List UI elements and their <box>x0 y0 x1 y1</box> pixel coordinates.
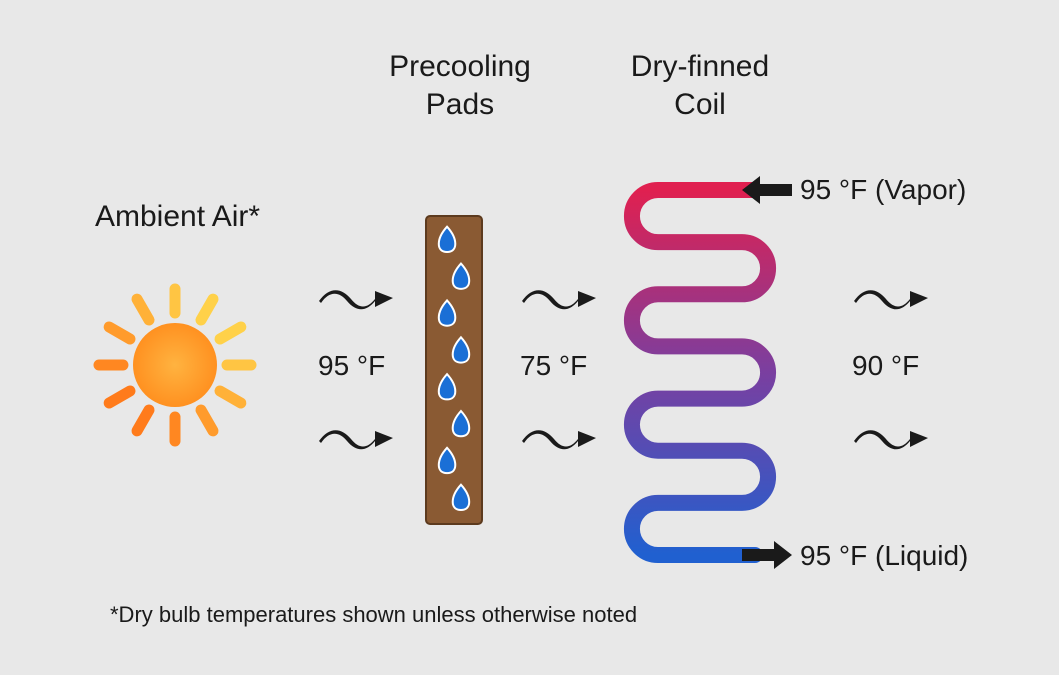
temp-stage3-text: 90 °F <box>852 350 919 381</box>
diagram-canvas: PrecoolingPads Dry-finnedCoil Ambient Ai… <box>0 0 1059 675</box>
footnote-text: *Dry bulb temperatures shown unless othe… <box>110 602 637 627</box>
vapor-label: 95 °F (Vapor) <box>800 174 966 206</box>
flow-arrow-2-1 <box>520 283 598 313</box>
sun-icon <box>95 285 255 445</box>
dry-finned-coil-title: Dry-finnedCoil <box>600 48 800 123</box>
temp-stage1-text: 95 °F <box>318 350 385 381</box>
flow-arrow-1-1 <box>317 283 395 313</box>
liquid-arrow-icon <box>742 541 792 569</box>
precooling-pads-title: PrecoolingPads <box>370 48 550 123</box>
flow-arrow-2-2 <box>520 423 598 453</box>
temp-stage2: 75 °F <box>520 350 587 382</box>
footnote: *Dry bulb temperatures shown unless othe… <box>110 602 637 628</box>
vapor-arrow-icon <box>742 176 792 204</box>
flow-arrow-1-2 <box>317 423 395 453</box>
ambient-air-text: Ambient Air* <box>95 200 260 233</box>
liquid-label: 95 °F (Liquid) <box>800 540 968 572</box>
temp-stage1: 95 °F <box>318 350 385 382</box>
precooling-pads-text: PrecoolingPads <box>389 50 531 121</box>
liquid-text: 95 °F (Liquid) <box>800 540 968 571</box>
flow-arrow-3-1 <box>852 283 930 313</box>
temp-stage3: 90 °F <box>852 350 919 382</box>
ambient-air-title: Ambient Air* <box>95 200 260 234</box>
precooling-pad <box>425 215 483 525</box>
temp-stage2-text: 75 °F <box>520 350 587 381</box>
dry-finned-coil-text: Dry-finnedCoil <box>631 50 769 121</box>
vapor-text: 95 °F (Vapor) <box>800 174 966 205</box>
dry-finned-coil <box>620 175 780 575</box>
flow-arrow-3-2 <box>852 423 930 453</box>
